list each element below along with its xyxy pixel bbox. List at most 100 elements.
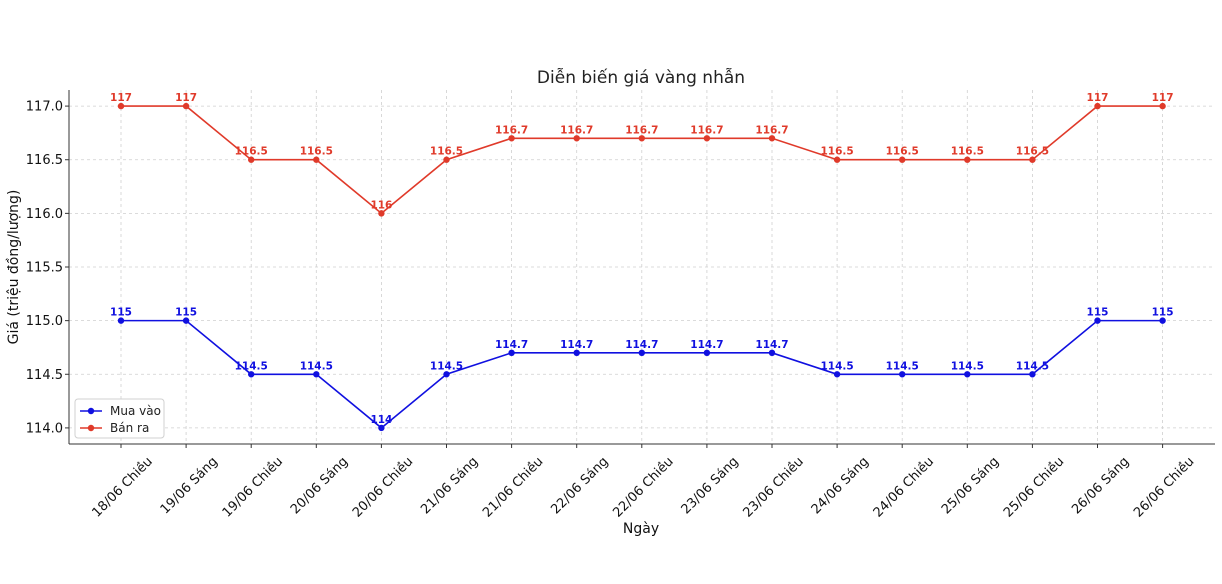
data-point-sell	[1159, 102, 1166, 110]
data-point-buy	[833, 371, 841, 378]
data-point-buy	[964, 371, 971, 378]
x-tick-label: 20/06 Chiều	[350, 454, 416, 520]
x-tick-label: 21/06 Sáng	[418, 454, 481, 517]
y-axis-label: Giá (triệu đồng/lượng)	[5, 190, 22, 345]
data-point-sell	[964, 156, 971, 163]
data-label-buy: 114.7	[690, 339, 723, 351]
data-label-buy: 114.7	[755, 339, 788, 351]
x-tick-label: 24/06 Chiều	[871, 454, 937, 520]
data-point-sell	[899, 156, 906, 163]
data-point-buy	[1159, 317, 1166, 324]
x-tick-label: 25/06 Sáng	[939, 454, 1002, 517]
data-point-buy	[378, 424, 385, 432]
data-label-sell: 116.5	[235, 146, 268, 158]
data-point-sell	[1029, 156, 1036, 163]
y-tick-label: 115.0	[26, 314, 63, 329]
data-point-buy	[248, 371, 255, 378]
data-point-buy	[182, 317, 190, 324]
grid	[69, 90, 1215, 444]
data-label-buy: 115	[175, 307, 197, 319]
data-label-sell: 116.5	[886, 146, 919, 158]
x-tick-label: 19/06 Chiều	[220, 454, 286, 520]
data-label-buy: 114.5	[235, 360, 268, 372]
data-point-sell	[117, 102, 125, 110]
series-group: 115 115 114.5 114.5 114 114.5 114.7 114.7 114.7 1…	[110, 92, 1174, 432]
y-tick-label: 115.5	[26, 261, 63, 276]
data-point-sell	[1094, 102, 1101, 110]
data-label-sell: 116	[370, 199, 392, 211]
x-axis-label: Ngày	[623, 521, 659, 537]
data-label-sell: 116.5	[951, 146, 984, 158]
data-label-sell: 116.5	[430, 146, 463, 158]
data-point-buy	[313, 371, 320, 378]
data-label-sell: 117	[1152, 92, 1174, 104]
data-label-buy: 114.5	[430, 360, 463, 372]
x-tick-label: 19/06 Sáng	[158, 454, 221, 517]
legend-marker-buy	[87, 407, 95, 415]
data-point-buy	[899, 371, 906, 378]
data-point-sell	[573, 135, 580, 142]
data-point-sell	[182, 102, 190, 110]
data-point-sell	[313, 156, 320, 163]
data-point-buy	[508, 349, 515, 357]
data-label-buy: 114.7	[495, 339, 528, 351]
data-label-sell: 116.7	[755, 124, 788, 136]
data-label-buy: 114.5	[820, 360, 853, 372]
x-tick-label: 23/06 Chiều	[741, 454, 807, 520]
data-label-buy: 114.5	[886, 360, 919, 372]
x-tick-label: 21/06 Chiều	[480, 454, 546, 520]
data-label-sell: 116.5	[1016, 146, 1049, 158]
x-tick-label: 26/06 Sáng	[1069, 454, 1132, 517]
data-point-sell	[378, 210, 385, 217]
data-label-sell: 116.7	[495, 124, 528, 136]
data-point-buy	[1029, 371, 1036, 378]
data-label-sell: 116.7	[625, 124, 658, 136]
x-tick-label: 26/06 Chiều	[1131, 454, 1197, 520]
data-point-sell	[703, 135, 711, 142]
x-tick-label: 25/06 Chiều	[1001, 454, 1067, 520]
data-point-sell	[508, 135, 515, 142]
y-tick-label: 114.5	[26, 368, 63, 383]
data-point-buy	[1094, 317, 1101, 324]
data-point-sell	[443, 156, 450, 163]
data-label-buy: 115	[1087, 307, 1109, 319]
data-label-buy: 115	[110, 307, 132, 319]
legend-marker-sell	[87, 424, 95, 432]
x-tick-label: 22/06 Chiều	[610, 454, 676, 520]
data-label-sell: 117	[1087, 92, 1109, 104]
x-tick-label: 24/06 Sáng	[809, 454, 872, 517]
data-label-buy: 114.5	[300, 360, 333, 372]
y-tick-label: 117.0	[26, 100, 63, 115]
legend-label-sell: Bán ra	[110, 421, 149, 435]
data-point-sell	[833, 156, 841, 163]
data-point-sell	[638, 135, 645, 142]
data-point-buy	[443, 371, 450, 378]
data-label-sell: 116.7	[560, 124, 593, 136]
data-label-sell: 116.5	[820, 146, 853, 158]
x-tick-label: 22/06 Sáng	[548, 454, 611, 517]
data-label-sell: 117	[110, 92, 132, 104]
chart-title: Diễn biến giá vàng nhẫn	[537, 67, 745, 88]
data-label-buy: 114.7	[625, 339, 658, 351]
data-label-sell: 116.7	[690, 124, 723, 136]
data-label-buy: 114.5	[951, 360, 984, 372]
x-tick-label: 23/06 Sáng	[679, 454, 742, 517]
data-label-sell: 117	[175, 92, 197, 104]
data-point-buy	[638, 349, 645, 357]
data-point-buy	[117, 317, 125, 324]
x-tick-label: 18/06 Chiều	[90, 454, 156, 520]
y-tick-label: 116.0	[26, 207, 63, 222]
data-label-buy: 114.7	[560, 339, 593, 351]
x-tick-label: 20/06 Sáng	[288, 454, 351, 517]
data-point-sell	[768, 135, 776, 142]
data-label-buy: 115	[1152, 307, 1174, 319]
y-tick-label: 116.5	[26, 153, 63, 168]
legend-label-buy: Mua vào	[110, 404, 161, 418]
data-point-buy	[703, 349, 711, 357]
data-label-buy: 114	[370, 414, 392, 426]
data-label-buy: 114.5	[1016, 360, 1049, 372]
y-tick-label: 114.0	[26, 421, 63, 436]
data-point-buy	[573, 349, 580, 357]
